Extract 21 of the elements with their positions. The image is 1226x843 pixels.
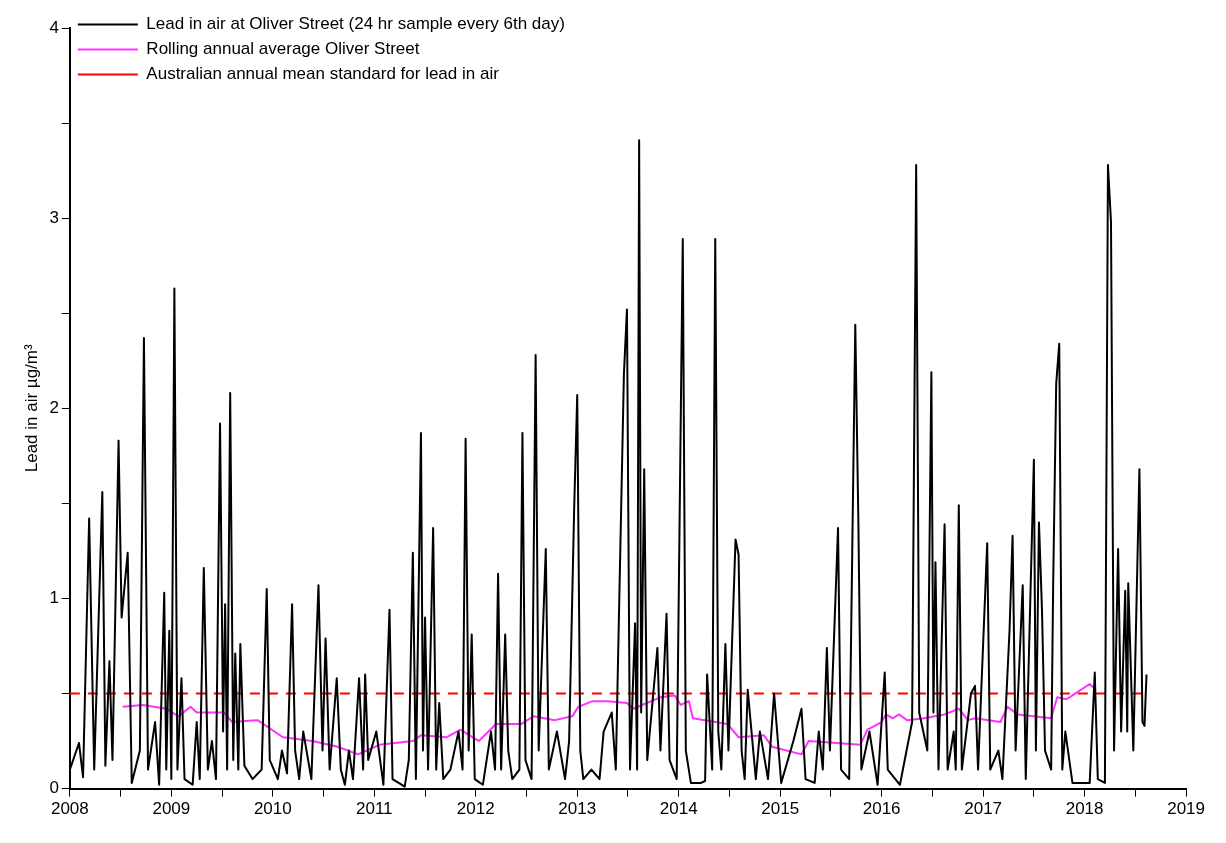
x-tick-label: 2013 <box>558 799 597 819</box>
y-tick-label: 1 <box>49 588 59 608</box>
legend-label: Australian annual mean standard for lead in air <box>146 64 500 84</box>
x-tick-label: 2012 <box>456 799 495 819</box>
x-tick-label: 2014 <box>659 799 698 819</box>
x-tick-label: 2017 <box>964 799 1003 819</box>
legend-label: Rolling annual average Oliver Street <box>146 39 420 59</box>
x-tick-label: 2008 <box>50 799 89 819</box>
x-tick-label: 2016 <box>862 799 901 819</box>
y-tick-label: 4 <box>49 17 59 37</box>
x-tick-label: 2015 <box>761 799 800 819</box>
x-tick-label: 2010 <box>253 799 292 819</box>
legend-label: Lead in air at Oliver Street (24 hr sample every 6th day) <box>146 14 565 34</box>
y-tick-label: 0 <box>49 778 59 798</box>
x-tick-label: 2018 <box>1065 799 1104 819</box>
y-tick-label: 2 <box>49 397 59 417</box>
y-axis-title: Lead in air µg/m³ <box>21 344 41 473</box>
y-tick-label: 3 <box>49 207 59 227</box>
x-tick-label: 2019 <box>1167 799 1205 819</box>
x-tick-label: 2009 <box>152 799 191 819</box>
x-tick-label: 2011 <box>356 799 393 819</box>
